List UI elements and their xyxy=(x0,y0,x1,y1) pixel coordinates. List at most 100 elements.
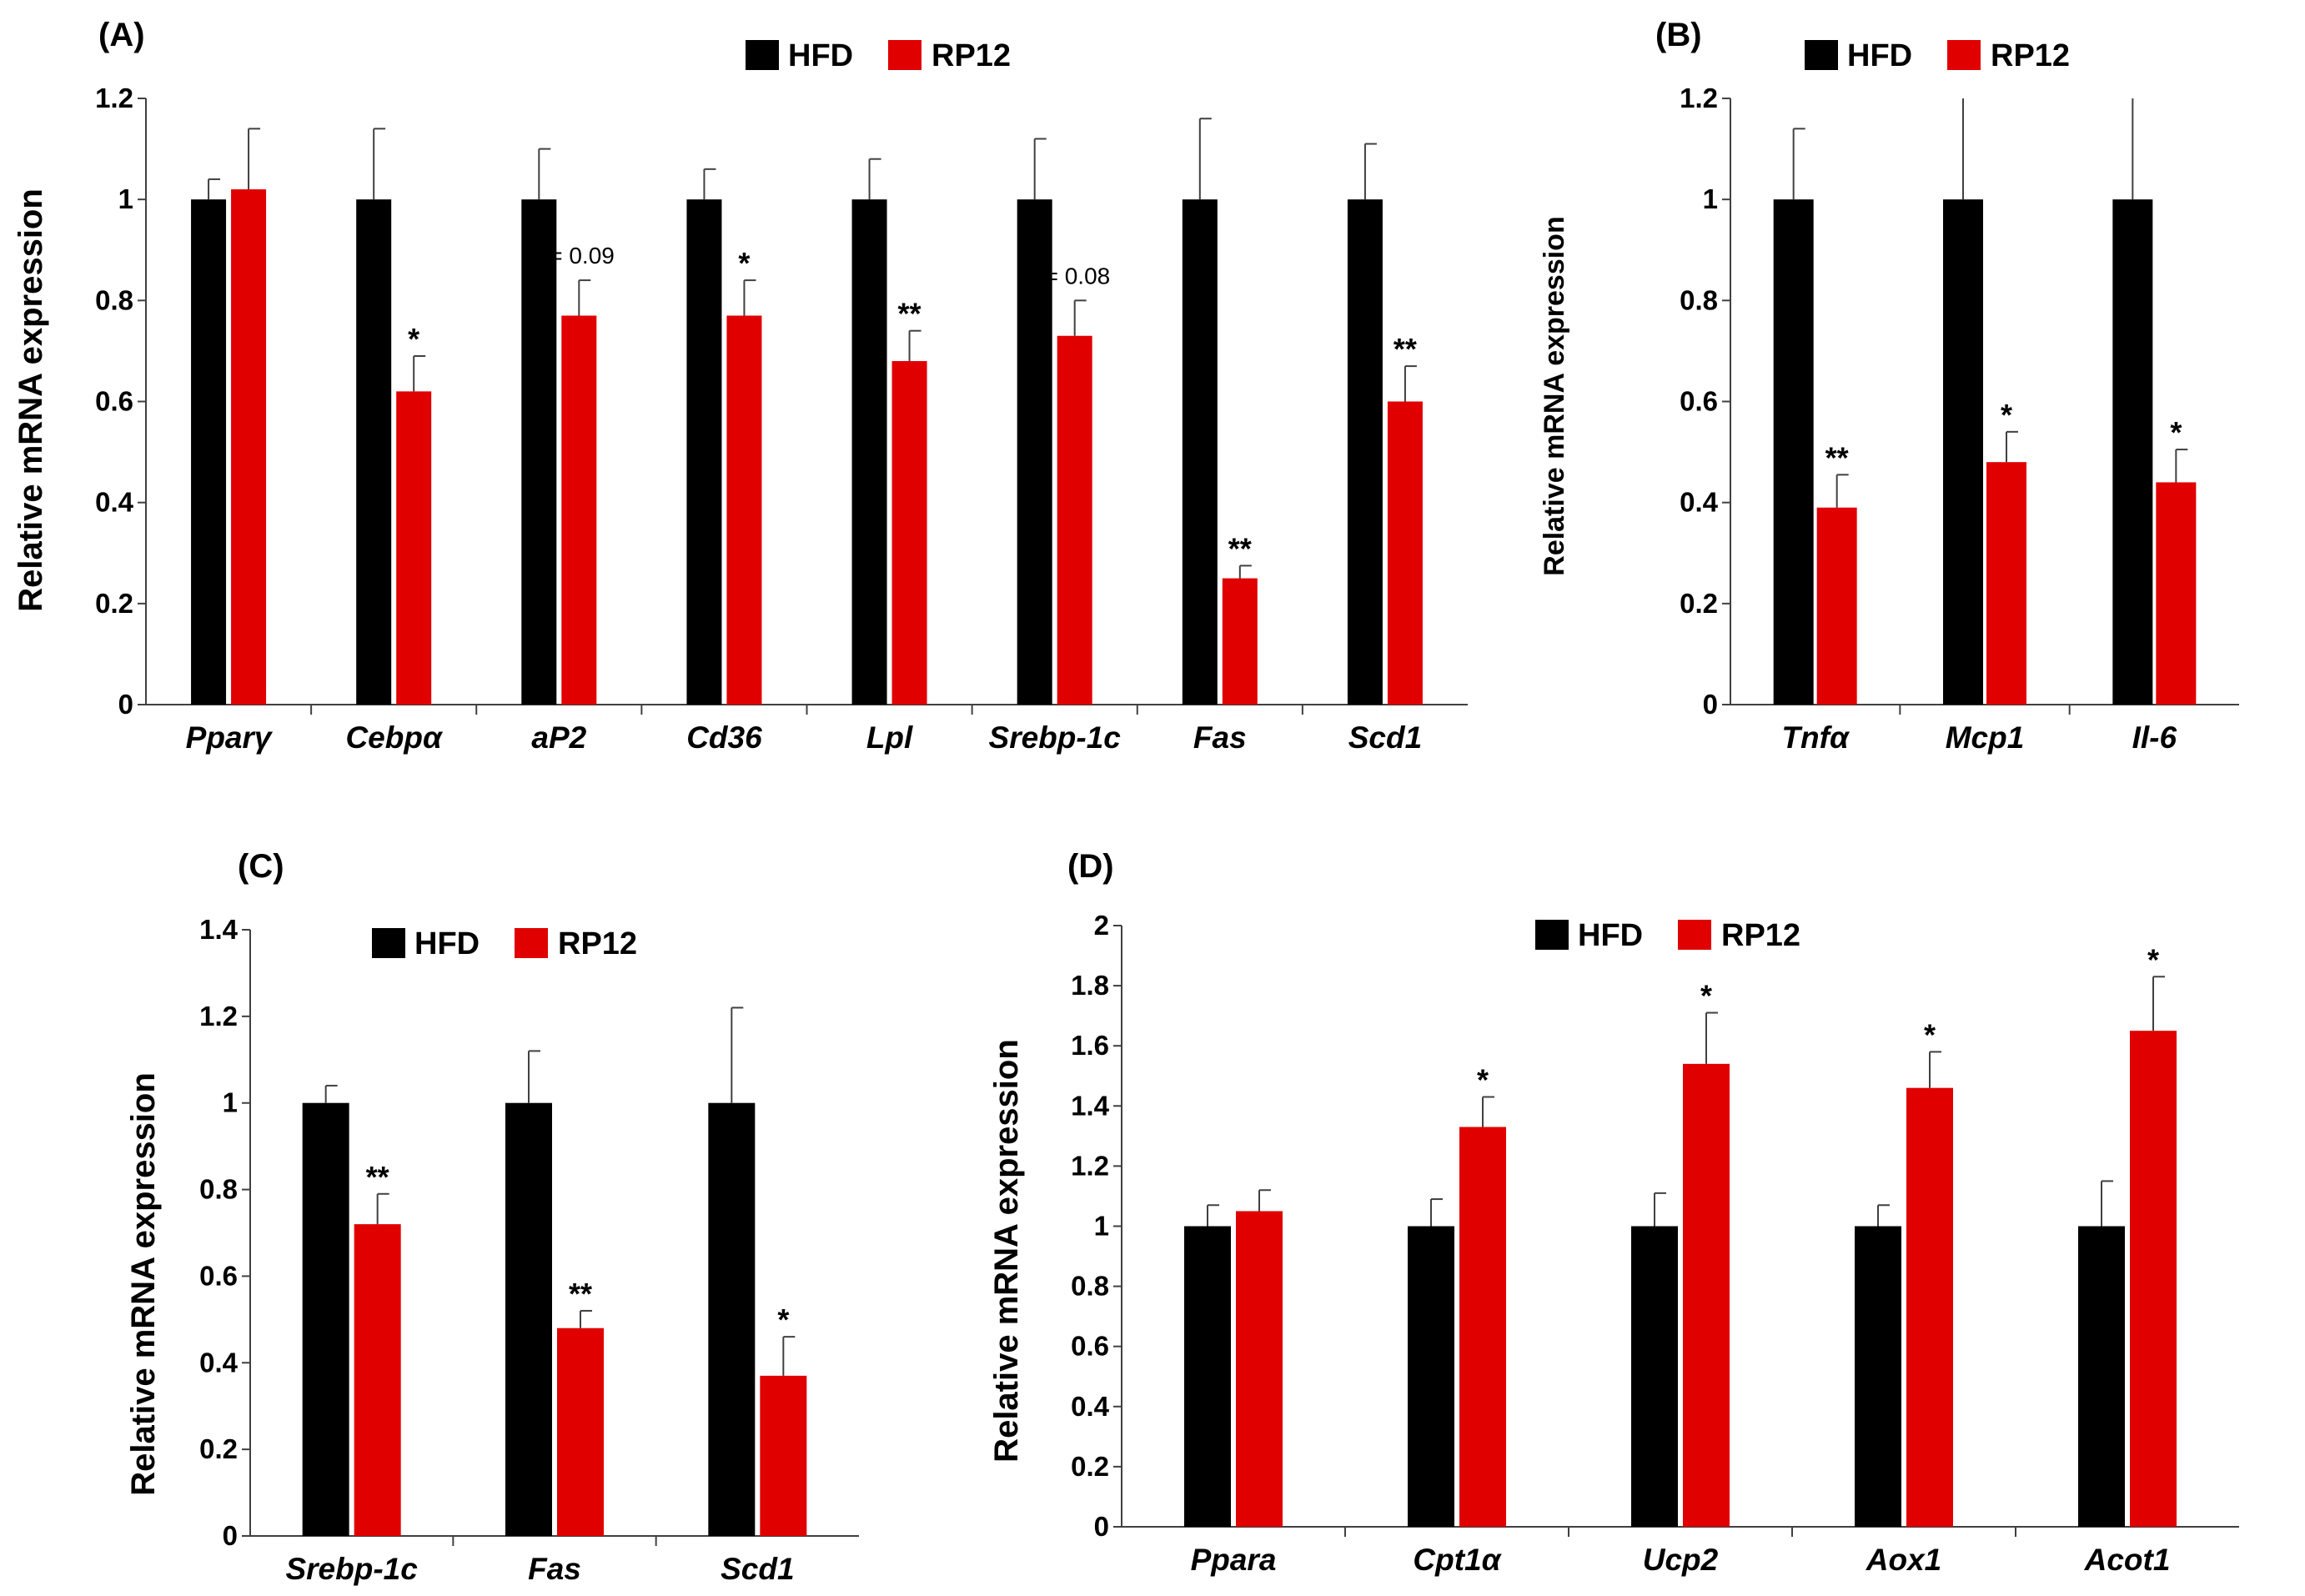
category-label: Fas xyxy=(528,1552,581,1586)
bar-hfd xyxy=(302,1102,349,1536)
legend-swatch-hfd xyxy=(1535,920,1569,950)
y-axis-title: Relative mRNA expression xyxy=(125,1072,162,1496)
bar-rp12 xyxy=(1906,1087,1953,1527)
legend-label-hfd: HFD xyxy=(788,38,853,73)
panel-label: (B) xyxy=(1655,17,1702,53)
bar-hfd xyxy=(708,1102,756,1536)
legend-label-hfd: HFD xyxy=(1847,38,1912,73)
y-tick-label: 0.6 xyxy=(199,1260,238,1291)
legend-label-rp12: RP12 xyxy=(1991,38,2070,73)
bar-rp12 xyxy=(1986,462,2026,705)
bar-rp12 xyxy=(396,391,432,705)
p-value-note: P = 0.08 xyxy=(1022,263,1110,289)
legend-swatch-hfd xyxy=(746,40,779,70)
bar-rp12 xyxy=(354,1224,401,1536)
significance-marker: * xyxy=(2147,942,2159,976)
category-label: Aox1 xyxy=(1866,1543,1941,1577)
legend-swatch-hfd xyxy=(372,928,405,958)
bar-hfd xyxy=(1943,199,1983,705)
bar-rp12 xyxy=(1387,401,1423,705)
panel-label: (C) xyxy=(238,848,284,885)
y-tick-label: 1.6 xyxy=(1071,1030,1109,1061)
y-tick-label: 0.2 xyxy=(1680,588,1718,619)
bar-rp12 xyxy=(1816,507,1857,705)
category-label: Cd36 xyxy=(686,720,762,755)
category-label: Lpl xyxy=(866,720,913,755)
category-label: Srebp-1c xyxy=(989,720,1122,755)
category-label: Cebpα xyxy=(345,720,444,755)
category-label: Cpt1α xyxy=(1413,1543,1502,1577)
legend-label-rp12: RP12 xyxy=(558,926,637,961)
y-axis-title: Relative mRNA expression xyxy=(13,188,49,612)
bar-rp12 xyxy=(891,361,927,705)
bar-hfd xyxy=(851,199,887,705)
category-label: Ppara xyxy=(1191,1543,1277,1577)
legend-label-hfd: HFD xyxy=(1578,918,1643,953)
p-value-note: P = 0.09 xyxy=(527,243,615,269)
y-tick-label: 0.2 xyxy=(199,1433,238,1464)
bar-hfd xyxy=(1017,199,1052,705)
bar-hfd xyxy=(1408,1226,1454,1527)
legend-swatch-rp12 xyxy=(1678,920,1711,950)
bar-rp12 xyxy=(561,315,597,705)
y-tick-label: 0.8 xyxy=(199,1174,238,1205)
significance-marker: * xyxy=(1477,1062,1489,1097)
y-tick-label: 0.4 xyxy=(95,487,134,518)
category-label: Ucp2 xyxy=(1643,1543,1719,1577)
p-value-text: = 0.08 xyxy=(1038,263,1110,289)
category-label: Scd1 xyxy=(1348,720,1422,755)
bar-hfd xyxy=(1182,199,1218,705)
bar-rp12 xyxy=(1236,1211,1283,1527)
bar-hfd xyxy=(2078,1226,2125,1527)
significance-marker: ** xyxy=(1825,440,1849,474)
y-tick-label: 0 xyxy=(223,1520,238,1551)
bar-hfd xyxy=(1184,1226,1231,1527)
panel-a: (A) 0 0.2 0.4 0.6 0.8 1 1.2 Relative mRNA expres… xyxy=(13,17,1468,755)
y-axis-title: Relative mRNA expression xyxy=(1539,216,1570,575)
legend-swatch-hfd xyxy=(1805,40,1838,70)
significance-marker: * xyxy=(408,322,419,356)
significance-marker: ** xyxy=(1228,531,1252,565)
category-label: Fas xyxy=(1193,720,1247,755)
significance-marker: ** xyxy=(1394,332,1417,366)
y-tick-label: 1.2 xyxy=(1680,83,1718,113)
bar-rp12 xyxy=(1222,578,1258,705)
panel-d: (D) 0 0.2 0.4 0.6 0.8 1 1.2 1.4 1.6 1.8 2 Relative m… xyxy=(988,848,2239,1577)
y-tick-label: 0.2 xyxy=(1071,1451,1109,1482)
bar-rp12 xyxy=(726,315,762,705)
category-label: aP2 xyxy=(531,720,586,755)
bar-rp12 xyxy=(2130,1031,2177,1527)
category-label: Pparγ xyxy=(186,720,274,755)
y-tick-label: 1.8 xyxy=(1071,970,1109,1001)
p-value-symbol: P xyxy=(527,243,543,269)
panel-b: (B) 0 0.2 0.4 0.6 0.8 1 1.2 Relative mRNA expres… xyxy=(1539,17,2239,755)
bar-hfd xyxy=(505,1102,552,1536)
bar-rp12 xyxy=(1683,1063,1730,1527)
y-tick-label: 1 xyxy=(1094,1211,1109,1242)
bar-rp12 xyxy=(557,1327,604,1536)
y-tick-label: 1 xyxy=(223,1087,238,1118)
category-label: Tnfα xyxy=(1781,720,1851,755)
y-tick-label: 0 xyxy=(1703,689,1718,720)
y-tick-label: 0.4 xyxy=(199,1347,239,1378)
category-label: Scd1 xyxy=(721,1552,794,1586)
p-value-symbol: P xyxy=(1022,263,1038,289)
y-tick-label: 1.2 xyxy=(199,1001,238,1031)
y-tick-label: 0 xyxy=(118,689,133,720)
category-label: Mcp1 xyxy=(1946,720,2025,755)
panel-c: (C) 0 0.2 0.4 0.6 0.8 1 1.2 1.4 Relative mRNA exp… xyxy=(125,848,859,1586)
significance-marker: * xyxy=(2001,398,2012,432)
legend-label-hfd: HFD xyxy=(414,926,480,961)
y-tick-label: 0.2 xyxy=(95,588,133,619)
y-tick-label: 0.8 xyxy=(1680,284,1718,315)
legend-label-rp12: RP12 xyxy=(1721,918,1800,953)
panel-label: (A) xyxy=(98,17,145,53)
y-tick-label: 1.4 xyxy=(1071,1090,1110,1121)
significance-marker: * xyxy=(1924,1017,1936,1051)
y-tick-label: 0.6 xyxy=(1680,386,1718,417)
y-tick-label: 0.8 xyxy=(95,284,133,315)
significance-marker: * xyxy=(738,246,750,280)
legend-swatch-rp12 xyxy=(1947,40,1981,70)
category-label: Acot1 xyxy=(2084,1543,2171,1577)
